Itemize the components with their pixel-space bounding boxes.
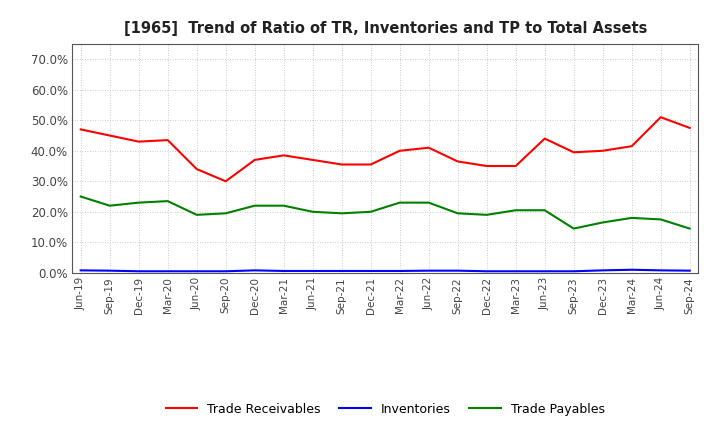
Trade Payables bbox=[251, 203, 259, 208]
Trade Receivables bbox=[163, 137, 172, 143]
Trade Payables bbox=[454, 211, 462, 216]
Trade Payables bbox=[541, 208, 549, 213]
Trade Payables bbox=[627, 215, 636, 220]
Inventories bbox=[251, 268, 259, 273]
Inventories bbox=[279, 268, 288, 274]
Trade Payables bbox=[570, 226, 578, 231]
Trade Receivables bbox=[395, 148, 404, 154]
Line: Trade Payables: Trade Payables bbox=[81, 197, 690, 228]
Inventories bbox=[454, 268, 462, 273]
Trade Receivables bbox=[308, 157, 317, 162]
Trade Payables bbox=[366, 209, 375, 214]
Trade Receivables bbox=[511, 163, 520, 169]
Line: Trade Receivables: Trade Receivables bbox=[81, 117, 690, 181]
Trade Receivables bbox=[482, 163, 491, 169]
Title: [1965]  Trend of Ratio of TR, Inventories and TP to Total Assets: [1965] Trend of Ratio of TR, Inventories… bbox=[124, 21, 647, 36]
Inventories bbox=[221, 269, 230, 274]
Inventories bbox=[570, 269, 578, 274]
Trade Receivables bbox=[221, 179, 230, 184]
Trade Payables bbox=[135, 200, 143, 205]
Inventories bbox=[135, 269, 143, 274]
Trade Payables bbox=[395, 200, 404, 205]
Trade Receivables bbox=[657, 114, 665, 120]
Legend: Trade Receivables, Inventories, Trade Payables: Trade Receivables, Inventories, Trade Pa… bbox=[161, 398, 610, 421]
Trade Receivables bbox=[541, 136, 549, 141]
Trade Payables bbox=[657, 217, 665, 222]
Inventories bbox=[685, 268, 694, 273]
Inventories bbox=[598, 268, 607, 273]
Trade Payables bbox=[338, 211, 346, 216]
Trade Payables bbox=[511, 208, 520, 213]
Trade Receivables bbox=[76, 127, 85, 132]
Trade Receivables bbox=[338, 162, 346, 167]
Trade Receivables bbox=[135, 139, 143, 144]
Trade Receivables bbox=[366, 162, 375, 167]
Inventories bbox=[76, 268, 85, 273]
Trade Receivables bbox=[251, 157, 259, 162]
Trade Receivables bbox=[424, 145, 433, 150]
Trade Receivables bbox=[685, 125, 694, 131]
Trade Payables bbox=[308, 209, 317, 214]
Inventories bbox=[511, 269, 520, 274]
Trade Receivables bbox=[105, 133, 114, 138]
Inventories bbox=[308, 268, 317, 274]
Inventories bbox=[627, 267, 636, 272]
Trade Receivables bbox=[627, 143, 636, 149]
Trade Receivables bbox=[279, 153, 288, 158]
Inventories bbox=[541, 269, 549, 274]
Trade Payables bbox=[192, 212, 201, 217]
Inventories bbox=[163, 269, 172, 274]
Inventories bbox=[105, 268, 114, 273]
Trade Payables bbox=[105, 203, 114, 208]
Trade Payables bbox=[163, 198, 172, 204]
Trade Payables bbox=[598, 220, 607, 225]
Inventories bbox=[338, 268, 346, 274]
Inventories bbox=[482, 269, 491, 274]
Trade Payables bbox=[221, 211, 230, 216]
Inventories bbox=[366, 268, 375, 274]
Trade Payables bbox=[76, 194, 85, 199]
Inventories bbox=[424, 268, 433, 273]
Inventories bbox=[192, 269, 201, 274]
Trade Payables bbox=[482, 212, 491, 217]
Trade Payables bbox=[424, 200, 433, 205]
Inventories bbox=[395, 268, 404, 274]
Trade Receivables bbox=[192, 166, 201, 172]
Trade Payables bbox=[279, 203, 288, 208]
Trade Payables bbox=[685, 226, 694, 231]
Trade Receivables bbox=[570, 150, 578, 155]
Line: Inventories: Inventories bbox=[81, 270, 690, 271]
Trade Receivables bbox=[598, 148, 607, 154]
Inventories bbox=[657, 268, 665, 273]
Trade Receivables bbox=[454, 159, 462, 164]
